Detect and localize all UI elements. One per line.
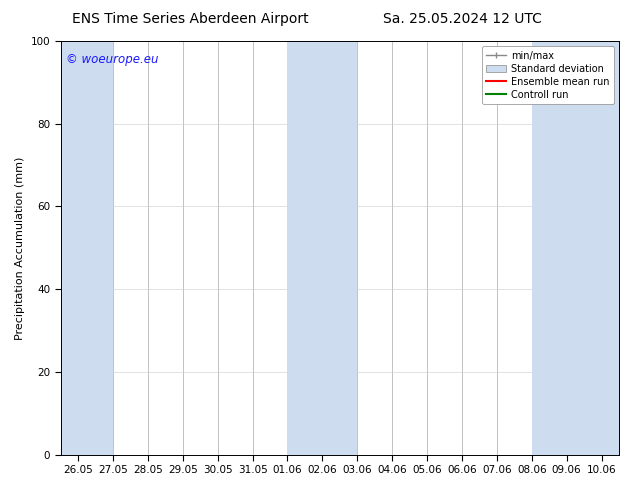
- Text: ENS Time Series Aberdeen Airport: ENS Time Series Aberdeen Airport: [72, 12, 309, 26]
- Legend: min/max, Standard deviation, Ensemble mean run, Controll run: min/max, Standard deviation, Ensemble me…: [482, 46, 614, 104]
- Text: © woeurope.eu: © woeurope.eu: [66, 53, 158, 67]
- Bar: [61, 41, 113, 455]
- Bar: [287, 41, 357, 455]
- Y-axis label: Precipitation Accumulation (mm): Precipitation Accumulation (mm): [15, 156, 25, 340]
- Text: Sa. 25.05.2024 12 UTC: Sa. 25.05.2024 12 UTC: [384, 12, 542, 26]
- Bar: [532, 41, 619, 455]
